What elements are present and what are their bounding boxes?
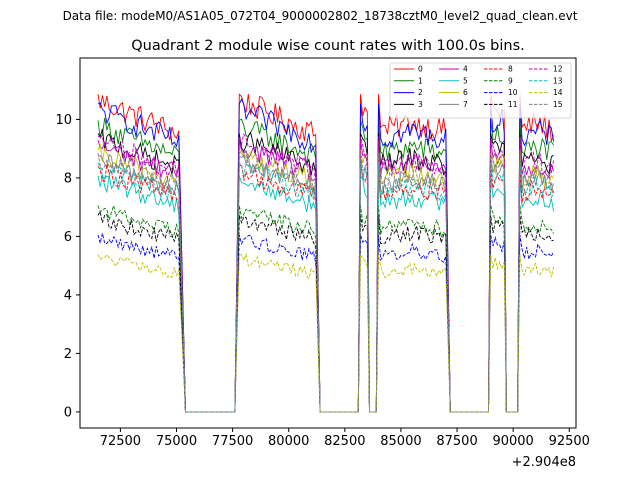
y-tick-label: 0: [64, 405, 72, 420]
x-tick-label: 80000: [268, 434, 309, 449]
legend-box: [389, 62, 572, 119]
x-tick-label: 75000: [156, 434, 197, 449]
x-tick-label: 90000: [492, 434, 533, 449]
x-tick-label: 92500: [549, 434, 590, 449]
legend-label-9: 9: [508, 76, 513, 85]
chart-title: Quadrant 2 module wise count rates with …: [131, 38, 525, 54]
legend-label-1: 1: [418, 76, 423, 85]
legend-label-5: 5: [463, 76, 468, 85]
y-tick-label: 10: [55, 113, 72, 128]
x-tick-label: 87500: [436, 434, 477, 449]
legend-label-15: 15: [553, 100, 563, 109]
legend-label-14: 14: [553, 88, 563, 97]
x-tick-label: 82500: [324, 434, 365, 449]
y-tick-label: 6: [64, 230, 72, 245]
legend-label-6: 6: [463, 88, 468, 97]
x-tick-label: 72500: [100, 434, 141, 449]
y-tick-label: 4: [64, 288, 72, 303]
legend-label-8: 8: [508, 65, 513, 74]
series-line-15: [97, 149, 555, 413]
legend-label-12: 12: [553, 65, 563, 74]
legend-label-2: 2: [418, 88, 423, 97]
legend-label-10: 10: [508, 88, 518, 97]
legend-label-4: 4: [463, 65, 468, 74]
legend-label-11: 11: [508, 100, 518, 109]
y-axis: 0 2 4 6 8 10: [55, 113, 80, 420]
legend-label-3: 3: [418, 100, 423, 109]
legend-label-13: 13: [553, 76, 563, 85]
y-tick-label: 8: [64, 171, 72, 186]
figure-suptitle: Data file: modeM0/AS1A05_072T04_90000028…: [63, 9, 578, 23]
y-tick-label: 2: [64, 347, 72, 362]
x-offset-label: +2.904e8: [512, 455, 576, 470]
legend-label-7: 7: [463, 100, 468, 109]
x-tick-label: 77500: [212, 434, 253, 449]
legend-label-0: 0: [418, 65, 423, 74]
x-axis: 72500 75000 77500 80000 82500 85000 87500 90000…: [100, 428, 590, 449]
series-layer: [97, 93, 555, 413]
plot-frame: [79, 57, 577, 429]
x-tick-label: 85000: [380, 434, 421, 449]
